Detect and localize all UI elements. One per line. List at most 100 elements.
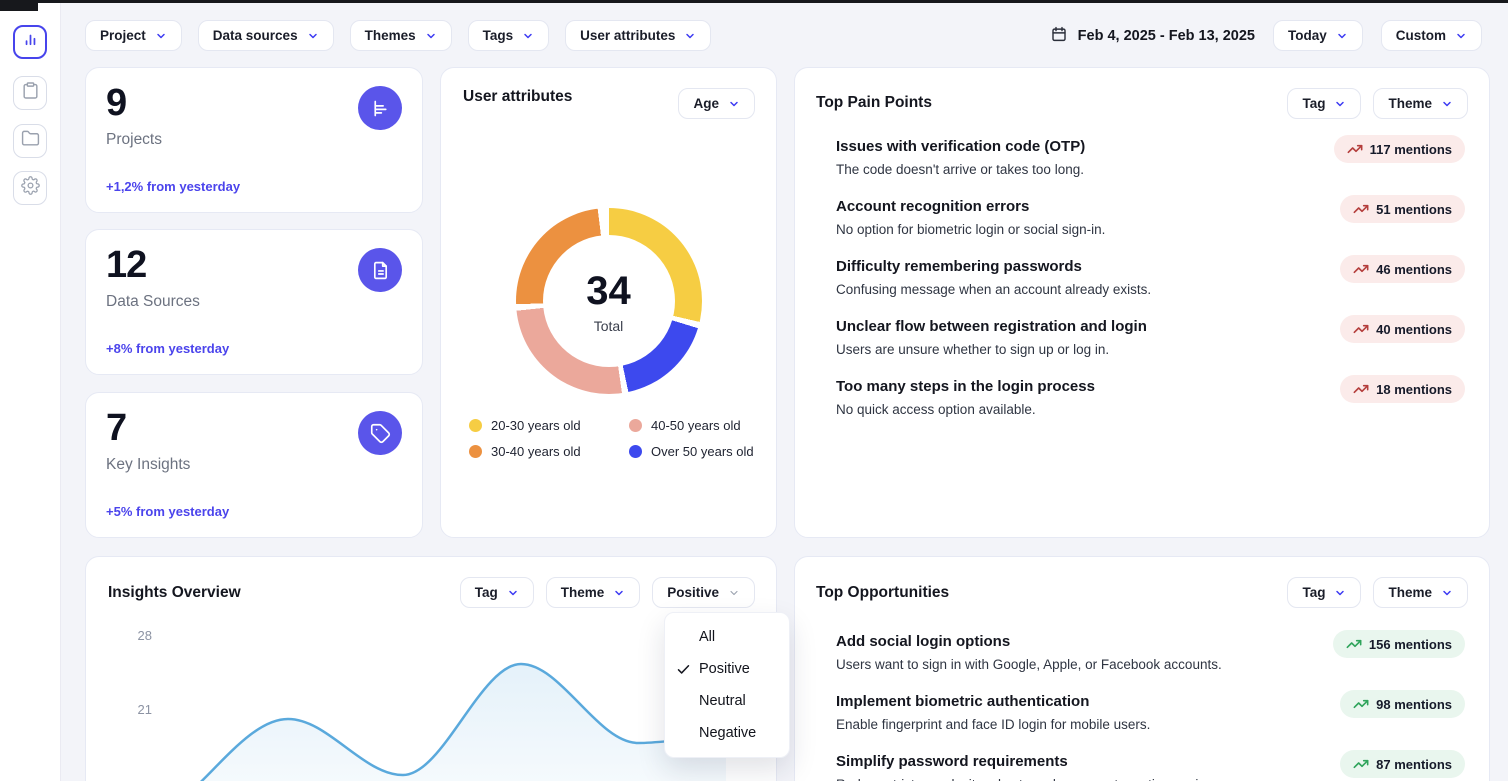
pain-theme-dropdown-button[interactable]: Theme <box>1373 88 1468 119</box>
projects-label: Projects <box>106 131 162 148</box>
mentions-badge: 117 mentions <box>1333 135 1465 163</box>
sidebar-item-dashboard[interactable] <box>13 25 47 59</box>
tags-filter-label: Tags <box>482 28 514 43</box>
menu-item-label: Positive <box>699 661 750 677</box>
sidebar-item-settings[interactable] <box>13 171 47 205</box>
sidebar-item-reports[interactable] <box>13 76 47 110</box>
opportunity-desc: Users want to sign in with Google, Apple… <box>836 657 1222 672</box>
list-item-text: Implement biometric authentication Enabl… <box>836 693 1150 732</box>
list-item: Issues with verification code (OTP) The … <box>836 135 1465 177</box>
key-insights-label: Key Insights <box>106 456 191 473</box>
opportunities-tag-dropdown-button[interactable]: Tag <box>1287 577 1362 608</box>
data-sources-stat-card: 12 Data Sources +8% from yesterday <box>85 229 423 375</box>
sentiment-label: Positive <box>667 585 719 600</box>
key-insights-delta: +5% from yesterday <box>106 504 230 519</box>
sidebar-item-projects[interactable] <box>13 124 47 158</box>
sentiment-dropdown-menu: All Positive Neutral Negative <box>664 612 790 758</box>
sidebar <box>0 0 61 781</box>
insights-tag-dropdown-button[interactable]: Tag <box>459 577 534 608</box>
date-range-text: Feb 4, 2025 - Feb 13, 2025 <box>1077 27 1255 44</box>
pain-point-desc: No option for biometric login or social … <box>836 222 1106 237</box>
insights-overview-title: Insights Overview <box>108 584 241 601</box>
list-item: Too many steps in the login process No q… <box>836 375 1465 417</box>
mentions-count: 156 mentions <box>1368 636 1452 652</box>
list-item: Unclear flow between registration and lo… <box>836 315 1465 357</box>
donut-legend: 20-30 years old 40-50 years old 30-40 ye… <box>469 418 759 459</box>
chevron-down-icon <box>524 33 532 38</box>
project-filter-label: Project <box>100 28 146 43</box>
legend-dot-yellow <box>469 419 482 432</box>
insights-line-chart <box>200 662 728 781</box>
data-sources-filter-label: Data sources <box>212 28 298 43</box>
pain-tag-dropdown-button[interactable]: Tag <box>1287 88 1362 119</box>
chevron-down-icon <box>308 33 317 38</box>
insights-theme-dropdown-button[interactable]: Theme <box>545 577 641 608</box>
pain-point-title: Account recognition errors <box>836 198 1030 215</box>
top-opportunities-title: Top Opportunities <box>816 584 950 601</box>
data-sources-delta: +8% from yesterday <box>106 341 230 356</box>
check-icon <box>677 664 690 674</box>
menu-item-negative[interactable]: Negative <box>665 717 789 749</box>
key-insights-stat-card: 7 Key Insights +5% from yesterday <box>85 392 423 538</box>
chevron-down-icon <box>730 590 738 595</box>
top-pain-points-card: Top Pain Points Tag Theme Issues with ve… <box>794 67 1490 538</box>
project-filter-button[interactable]: Project <box>85 20 182 51</box>
bar-chart-icon <box>21 30 40 54</box>
list-item-text: Issues with verification code (OTP) The … <box>836 138 1085 177</box>
today-dropdown-button[interactable]: Today <box>1272 20 1363 51</box>
donut-total-value: 34 <box>586 268 631 313</box>
menu-item-label: All <box>699 629 716 645</box>
chevron-down-icon <box>1443 101 1451 106</box>
list-item-text: Too many steps in the login process No q… <box>836 378 1095 417</box>
mentions-count: 87 mentions <box>1376 756 1452 772</box>
top-opportunities-card: Top Opportunities Tag Theme Add social l… <box>794 556 1490 781</box>
age-dropdown-button[interactable]: Age <box>678 88 755 119</box>
mentions-badge: 40 mentions <box>1340 315 1465 343</box>
date-range: Feb 4, 2025 - Feb 13, 2025 <box>1050 25 1255 47</box>
mentions-count: 18 mentions <box>1376 381 1452 397</box>
pain-point-desc: Users are unsure whether to sign up or l… <box>836 342 1110 357</box>
data-sources-label: Data Sources <box>106 293 200 310</box>
theme-label: Theme <box>560 585 605 600</box>
themes-filter-label: Themes <box>364 28 416 43</box>
pain-point-title: Too many steps in the login process <box>836 378 1095 395</box>
chevron-down-icon <box>426 33 435 38</box>
trending-up-icon <box>1353 204 1369 214</box>
menu-item-neutral[interactable]: Neutral <box>665 685 789 717</box>
custom-dropdown-button[interactable]: Custom <box>1380 20 1482 51</box>
tag-label: Tag <box>1302 585 1326 600</box>
mentions-badge: 87 mentions <box>1340 750 1465 778</box>
pain-point-desc: No quick access option available. <box>836 402 1036 417</box>
sentiment-dropdown-button[interactable]: Positive <box>652 577 755 608</box>
calendar-icon <box>1050 25 1068 47</box>
menu-item-all[interactable]: All <box>665 621 789 653</box>
chevron-down-icon <box>686 33 695 38</box>
tags-filter-button[interactable]: Tags <box>467 20 550 51</box>
user-attributes-filter-button[interactable]: User attributes <box>565 20 712 51</box>
chevron-down-icon <box>1457 33 1465 38</box>
legend-item: Over 50 years old <box>629 444 759 459</box>
list-item: Implement biometric authentication Enabl… <box>836 690 1465 732</box>
age-label: Age <box>693 96 719 111</box>
legend-item: 20-30 years old <box>469 418 629 433</box>
custom-label: Custom <box>1395 28 1446 43</box>
themes-filter-button[interactable]: Themes <box>349 20 452 51</box>
chevron-down-icon <box>1336 101 1345 106</box>
list-item-text: Simplify password requirements Reduce st… <box>836 753 1213 781</box>
list-item: Add social login options Users want to s… <box>836 630 1465 672</box>
list-item: Simplify password requirements Reduce st… <box>836 750 1465 781</box>
mentions-count: 40 mentions <box>1376 321 1452 337</box>
legend-label: 40-50 years old <box>651 418 741 433</box>
folder-icon <box>21 129 40 153</box>
gear-icon <box>20 176 40 200</box>
opportunities-theme-dropdown-button[interactable]: Theme <box>1373 577 1468 608</box>
mentions-badge: 98 mentions <box>1340 690 1465 718</box>
date-controls: Feb 4, 2025 - Feb 13, 2025 Today Custom <box>1050 20 1482 51</box>
data-sources-filter-button[interactable]: Data sources <box>197 20 334 51</box>
mentions-count: 51 mentions <box>1376 201 1452 217</box>
data-sources-count: 12 <box>106 244 147 286</box>
insights-overview-card: Insights Overview Tag Theme Positive 28 … <box>85 556 790 781</box>
filter-bar: Project Data sources Themes Tags User at… <box>85 20 712 51</box>
menu-item-positive[interactable]: Positive <box>665 653 789 685</box>
chevron-down-icon <box>1336 590 1345 595</box>
